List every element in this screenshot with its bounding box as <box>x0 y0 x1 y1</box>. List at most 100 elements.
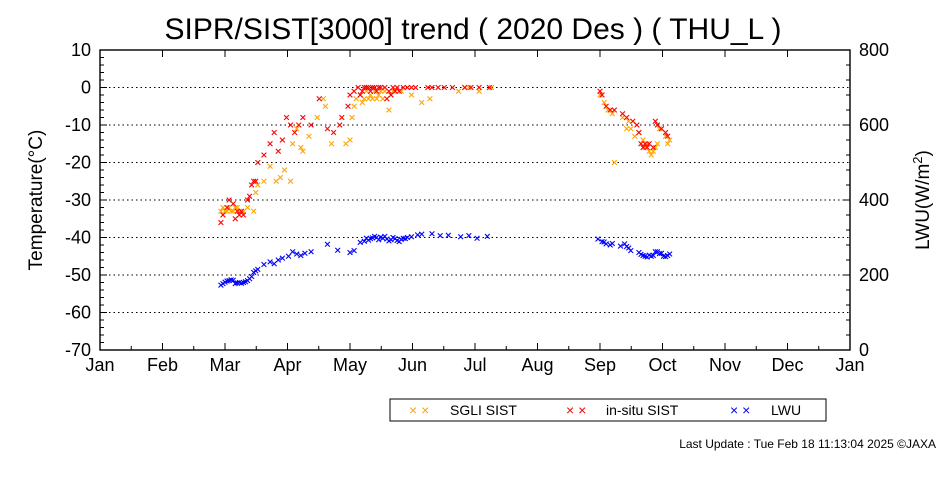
data-point <box>468 84 474 91</box>
data-point <box>429 230 435 237</box>
data-point <box>330 129 337 136</box>
data-point <box>293 125 300 132</box>
data-point <box>636 129 642 136</box>
data-point <box>461 84 468 91</box>
data-point <box>279 255 286 261</box>
data-point <box>466 84 472 91</box>
data-point <box>248 273 255 280</box>
data-point <box>289 140 296 147</box>
data-point <box>339 114 345 121</box>
data-point <box>230 200 236 207</box>
data-point <box>300 114 306 121</box>
axis-ticks <box>99 49 851 351</box>
data-point <box>254 159 261 166</box>
left-tick-label: -60 <box>65 303 91 323</box>
x-axis-tick-labels: Jan Feb Mar Apr May Jun Jul Aug Sep Oct Nov Dec Jan <box>85 355 864 375</box>
data-point <box>392 88 398 95</box>
right-tick-label: 600 <box>859 115 889 135</box>
data-point <box>314 114 321 121</box>
x-tick-label: Aug <box>521 355 553 375</box>
right-axis-tick-labels: 800 600 400 200 0 <box>859 40 889 360</box>
data-point <box>638 140 644 147</box>
left-tick-label: -50 <box>65 265 91 285</box>
data-point <box>611 107 618 113</box>
right-axis-label-superscript: 2 <box>910 156 925 163</box>
data-point <box>298 144 304 151</box>
data-point <box>666 137 673 143</box>
data-point <box>271 129 277 136</box>
data-point <box>261 178 267 185</box>
data-point <box>377 84 384 91</box>
data-point <box>252 189 259 196</box>
data-point <box>664 140 671 147</box>
data-point <box>324 125 331 132</box>
x-tick-label: Sep <box>584 355 616 375</box>
right-axis-label-close: ) <box>913 150 934 156</box>
data-point <box>609 240 616 247</box>
left-tick-label: -30 <box>65 190 91 210</box>
x-tick-label: May <box>333 355 367 375</box>
data-point <box>261 261 267 268</box>
data-point <box>336 122 343 128</box>
data-point <box>302 250 308 257</box>
left-tick-label: -40 <box>65 228 91 248</box>
x-tick-label: Mar <box>210 355 241 375</box>
data-point <box>347 249 353 256</box>
data-point <box>250 178 257 185</box>
left-tick-label: -10 <box>65 115 91 135</box>
data-point <box>218 219 224 226</box>
data-point <box>351 103 357 110</box>
left-tick-label: 10 <box>71 40 91 60</box>
x-tick-label: Jul <box>463 355 486 375</box>
data-point <box>308 248 314 255</box>
data-point <box>267 140 273 147</box>
data-point <box>601 99 607 106</box>
x-tick-label: Nov <box>709 355 741 375</box>
data-point <box>246 193 253 200</box>
data-point <box>298 252 304 259</box>
data-point <box>662 129 669 136</box>
data-point <box>597 88 603 95</box>
data-point <box>418 99 425 106</box>
data-point <box>414 232 421 238</box>
data-point <box>652 248 659 255</box>
data-point <box>609 110 616 117</box>
data-point <box>359 99 366 106</box>
data-point <box>394 84 400 91</box>
data-point <box>656 125 663 132</box>
data-point <box>275 257 282 263</box>
data-point <box>429 84 435 91</box>
chart-title: SIPR/SIST[3000] trend ( 2020 Des ) ( THU… <box>165 13 782 46</box>
left-axis-label: Temperature(°C) <box>26 130 47 271</box>
data-point <box>457 233 464 240</box>
data-point <box>365 95 372 102</box>
legend-box <box>389 398 827 422</box>
data-point <box>244 204 251 211</box>
data-point <box>252 178 259 185</box>
data-point <box>291 129 298 136</box>
data-point <box>611 159 618 166</box>
data-point <box>285 253 292 260</box>
right-axis-label-main: LWU(W/m <box>913 164 934 250</box>
data-point <box>445 232 452 239</box>
data-point <box>617 243 624 249</box>
legend-label-sgli: SGLI SIST <box>450 402 517 418</box>
data-point <box>218 208 224 215</box>
legend-marker-lwu: × × <box>730 402 750 418</box>
data-point <box>345 103 351 110</box>
data-point <box>293 251 300 257</box>
data-point <box>295 122 302 128</box>
data-point <box>603 241 609 247</box>
data-point <box>607 107 614 113</box>
data-point <box>279 137 286 143</box>
data-point <box>375 84 382 91</box>
data-point <box>277 174 284 181</box>
data-point <box>408 92 415 98</box>
left-tick-label: -70 <box>65 340 91 360</box>
data-point <box>281 167 288 173</box>
data-point <box>234 208 241 215</box>
data-point <box>476 84 482 91</box>
left-tick-label: -20 <box>65 153 91 173</box>
grid-lines <box>100 87 850 313</box>
